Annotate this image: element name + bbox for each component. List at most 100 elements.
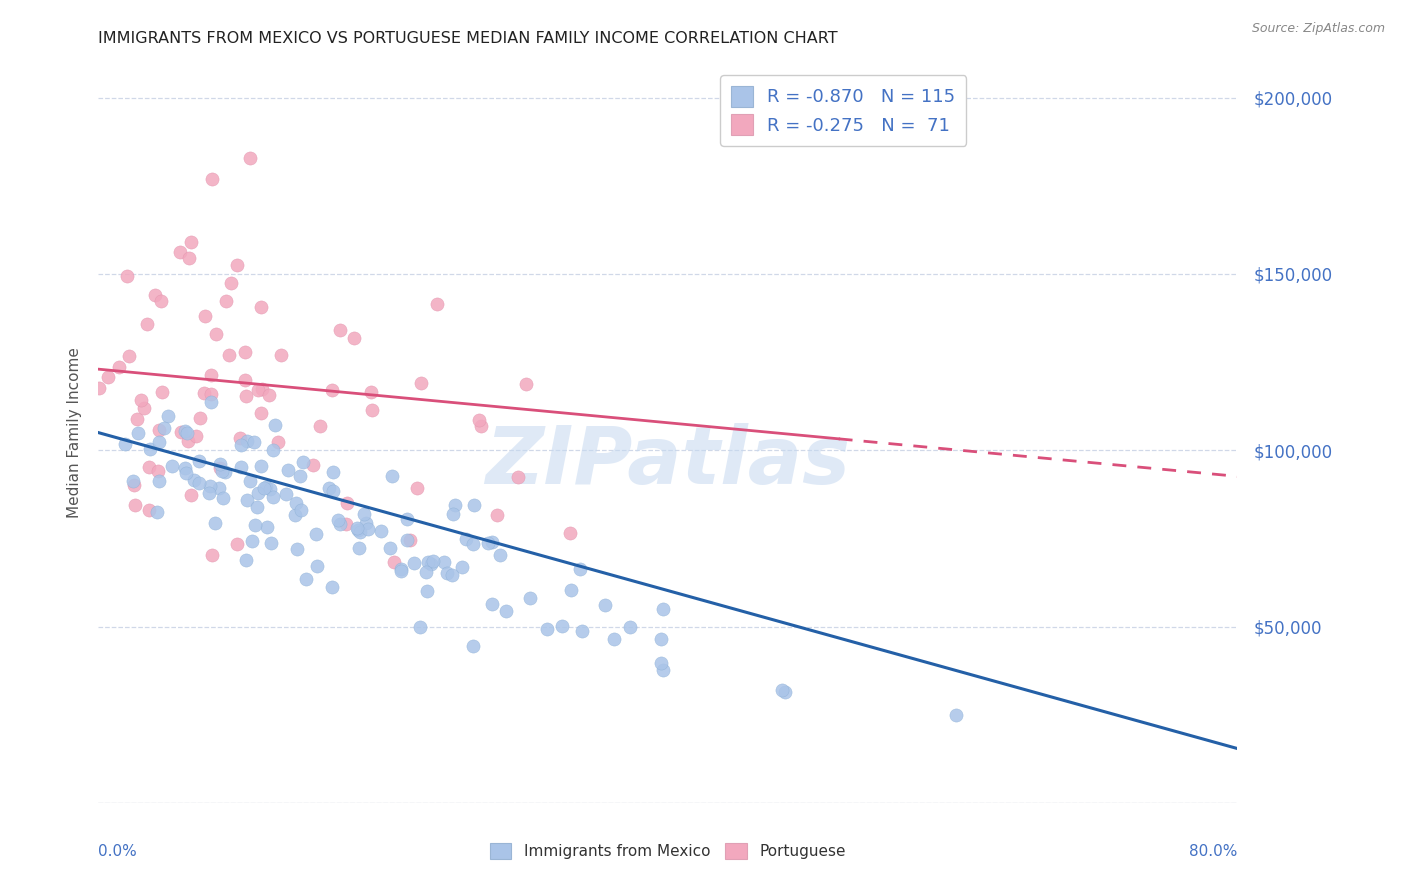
Point bbox=[194, 310, 217, 324]
Point bbox=[560, 583, 582, 598]
Point bbox=[226, 537, 249, 551]
Point bbox=[489, 548, 512, 562]
Point bbox=[174, 467, 197, 481]
Point bbox=[461, 536, 484, 550]
Point bbox=[170, 425, 193, 439]
Point bbox=[321, 383, 343, 397]
Point bbox=[402, 556, 425, 570]
Point bbox=[138, 502, 160, 516]
Point bbox=[422, 554, 444, 568]
Point bbox=[256, 519, 278, 533]
Text: ZIPatlas: ZIPatlas bbox=[485, 423, 851, 501]
Point bbox=[603, 632, 626, 647]
Point bbox=[250, 383, 273, 397]
Point bbox=[135, 317, 157, 331]
Point bbox=[246, 500, 269, 515]
Point bbox=[595, 598, 617, 612]
Point bbox=[451, 559, 474, 574]
Point bbox=[381, 468, 404, 483]
Text: IMMIGRANTS FROM MEXICO VS PORTUGUESE MEDIAN FAMILY INCOME CORRELATION CHART: IMMIGRANTS FROM MEXICO VS PORTUGUESE MED… bbox=[98, 31, 838, 46]
Point bbox=[426, 297, 449, 311]
Point bbox=[225, 258, 247, 272]
Point bbox=[127, 425, 149, 440]
Point bbox=[485, 508, 508, 522]
Point bbox=[139, 442, 162, 456]
Point bbox=[204, 327, 226, 342]
Point bbox=[347, 541, 370, 555]
Text: 0.0%: 0.0% bbox=[98, 844, 138, 858]
Point bbox=[107, 359, 129, 374]
Point bbox=[416, 555, 439, 569]
Point bbox=[114, 437, 136, 451]
Point bbox=[519, 591, 541, 605]
Point bbox=[284, 508, 307, 523]
Point bbox=[262, 490, 284, 504]
Point bbox=[346, 521, 368, 535]
Point bbox=[290, 502, 312, 516]
Point bbox=[214, 465, 236, 479]
Point bbox=[235, 389, 257, 403]
Point bbox=[444, 498, 467, 512]
Point bbox=[174, 460, 197, 475]
Point bbox=[145, 287, 167, 301]
Text: Source: ZipAtlas.com: Source: ZipAtlas.com bbox=[1251, 22, 1385, 36]
Point bbox=[568, 561, 591, 575]
Point bbox=[183, 473, 205, 487]
Point bbox=[218, 348, 240, 362]
Point bbox=[305, 558, 328, 573]
Point bbox=[169, 245, 191, 260]
Point bbox=[132, 401, 155, 415]
Point bbox=[508, 470, 530, 484]
Point bbox=[180, 235, 202, 250]
Legend: Immigrants from Mexico, Portuguese: Immigrants from Mexico, Portuguese bbox=[484, 838, 852, 865]
Point bbox=[285, 496, 308, 510]
Point bbox=[370, 524, 392, 538]
Point bbox=[250, 459, 273, 474]
Point bbox=[411, 376, 433, 390]
Point bbox=[177, 251, 200, 265]
Point bbox=[150, 385, 173, 400]
Point bbox=[201, 548, 224, 562]
Point bbox=[174, 425, 197, 439]
Point bbox=[233, 345, 256, 359]
Point bbox=[246, 383, 269, 397]
Point bbox=[117, 349, 139, 363]
Point bbox=[129, 393, 152, 408]
Point bbox=[651, 602, 673, 616]
Point bbox=[187, 454, 209, 468]
Point bbox=[326, 513, 349, 527]
Point bbox=[651, 663, 673, 677]
Point bbox=[122, 478, 145, 492]
Point bbox=[215, 293, 238, 308]
Point bbox=[188, 476, 211, 491]
Point bbox=[463, 639, 485, 653]
Point bbox=[406, 481, 429, 495]
Point bbox=[188, 410, 211, 425]
Point bbox=[201, 172, 224, 186]
Point bbox=[536, 622, 558, 636]
Point bbox=[389, 562, 412, 576]
Point bbox=[619, 620, 641, 634]
Point bbox=[262, 442, 284, 457]
Point bbox=[454, 532, 477, 546]
Point bbox=[229, 438, 252, 452]
Point bbox=[495, 604, 517, 618]
Point bbox=[245, 518, 267, 533]
Point bbox=[176, 425, 198, 440]
Point bbox=[336, 495, 359, 509]
Point bbox=[146, 465, 169, 479]
Point bbox=[389, 564, 412, 578]
Point bbox=[346, 524, 368, 538]
Point bbox=[329, 517, 352, 532]
Point bbox=[322, 483, 344, 498]
Point bbox=[146, 504, 169, 518]
Point bbox=[380, 541, 402, 556]
Point bbox=[398, 533, 420, 547]
Point bbox=[177, 434, 200, 448]
Point bbox=[148, 474, 170, 488]
Point bbox=[277, 463, 299, 477]
Point bbox=[157, 409, 180, 423]
Point bbox=[436, 566, 458, 581]
Point bbox=[295, 572, 318, 586]
Point bbox=[571, 624, 593, 639]
